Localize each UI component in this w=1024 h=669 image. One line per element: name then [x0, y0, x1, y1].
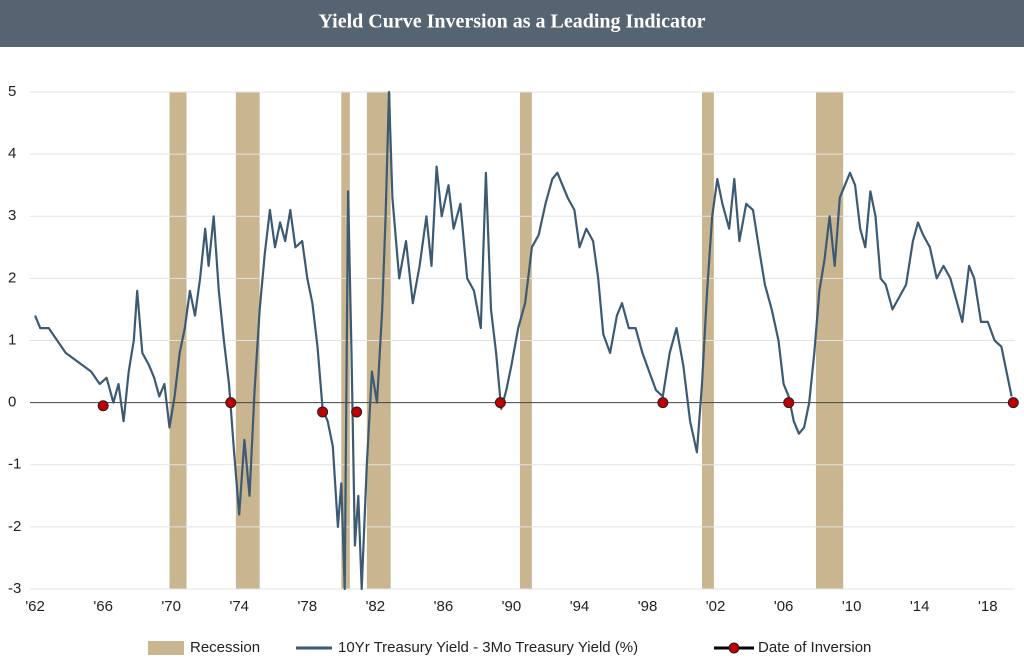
x-tick-label: '66: [93, 598, 113, 615]
x-tick-label: '98: [638, 598, 658, 615]
legend-label: 10Yr Treasury Yield - 3Mo Treasury Yield…: [338, 639, 638, 656]
y-tick-label: 3: [8, 207, 16, 224]
x-tick-label: '14: [910, 598, 930, 615]
inversion-marker: [494, 397, 506, 409]
x-tick-label: '70: [161, 598, 181, 615]
legend-label: Recession: [190, 639, 260, 656]
y-tick-label: -2: [8, 518, 21, 535]
x-tick-label: '86: [434, 598, 454, 615]
x-tick-label: '82: [366, 598, 386, 615]
x-tick-label: '06: [774, 598, 794, 615]
legend-swatch: [728, 642, 740, 654]
inversion-marker: [351, 406, 363, 418]
x-tick-label: '18: [978, 598, 998, 615]
inversion-marker: [783, 397, 795, 409]
inversion-marker: [317, 406, 329, 418]
title-bar: [0, 0, 1024, 47]
x-tick-label: '62: [25, 598, 45, 615]
y-tick-label: 2: [8, 269, 16, 286]
y-tick-label: -3: [8, 580, 21, 597]
chart-title: Yield Curve Inversion as a Leading Indic…: [318, 11, 705, 33]
y-tick-label: -1: [8, 456, 21, 473]
legend-label: Date of Inversion: [758, 639, 871, 656]
inversion-marker: [1007, 397, 1019, 409]
x-tick-label: '10: [842, 598, 862, 615]
inversion-marker: [657, 397, 669, 409]
y-tick-label: 0: [8, 394, 16, 411]
legend-swatch: [148, 641, 184, 655]
x-tick-label: '74: [229, 598, 249, 615]
y-tick-label: 1: [8, 331, 16, 348]
yield-spread-line: [34, 90, 1013, 591]
x-tick-label: '02: [706, 598, 726, 615]
y-tick-label: 5: [8, 83, 16, 100]
x-tick-label: '94: [570, 598, 590, 615]
x-tick-label: '90: [502, 598, 522, 615]
inversion-marker: [225, 397, 237, 409]
x-tick-label: '78: [298, 598, 318, 615]
y-tick-label: 4: [8, 145, 16, 162]
inversion-marker: [97, 400, 109, 412]
